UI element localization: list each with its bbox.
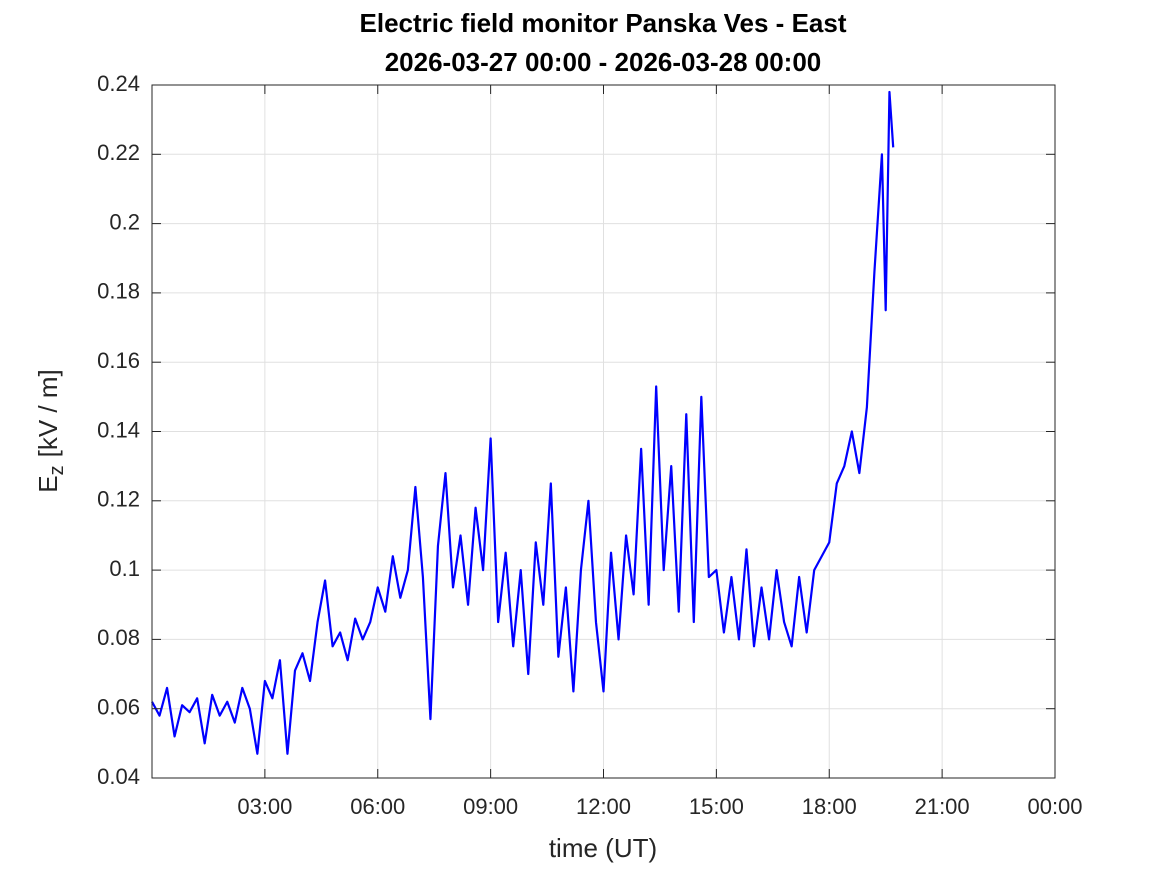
chart-subtitle: 2026-03-27 00:00 - 2026-03-28 00:00 [385, 47, 822, 77]
x-tick-label: 00:00 [1027, 794, 1082, 819]
x-tick-label: 21:00 [915, 794, 970, 819]
x-tick-label: 09:00 [463, 794, 518, 819]
y-axis-label: Ez [kV / m] [33, 369, 68, 492]
y-label-sub: z [46, 465, 68, 475]
y-tick-label: 0.2 [109, 209, 140, 234]
y-tick-label: 0.16 [97, 348, 140, 373]
x-axis-label: time (UT) [549, 833, 657, 863]
x-tick-label: 12:00 [576, 794, 631, 819]
y-tick-label: 0.14 [97, 417, 140, 442]
y-tick-label: 0.18 [97, 279, 140, 304]
data [151, 90, 895, 755]
y-tick-label: 0.04 [97, 764, 140, 789]
ticks: 0.04 0.06 0.08 0.1 0.12 0.14 0.16 0.18 0.2 0.22 0.… [97, 71, 1082, 819]
y-tick-label: 0.1 [109, 556, 140, 581]
y-tick-label: 0.24 [97, 71, 140, 96]
y-label-main: E [33, 475, 63, 492]
y-tick-label: 0.08 [97, 625, 140, 650]
y-tick-label: 0.22 [97, 140, 140, 165]
y-label-unit: [kV / m] [33, 369, 63, 457]
chart-title: Electric field monitor Panska Ves - East [360, 8, 847, 38]
x-tick-label: 03:00 [237, 794, 292, 819]
x-tick-label: 18:00 [802, 794, 857, 819]
x-tick-label: 06:00 [350, 794, 405, 819]
x-tick-label: 15:00 [689, 794, 744, 819]
y-tick-label: 0.12 [97, 487, 140, 512]
y-tick-label: 0.06 [97, 695, 140, 720]
data-line [151, 90, 895, 755]
